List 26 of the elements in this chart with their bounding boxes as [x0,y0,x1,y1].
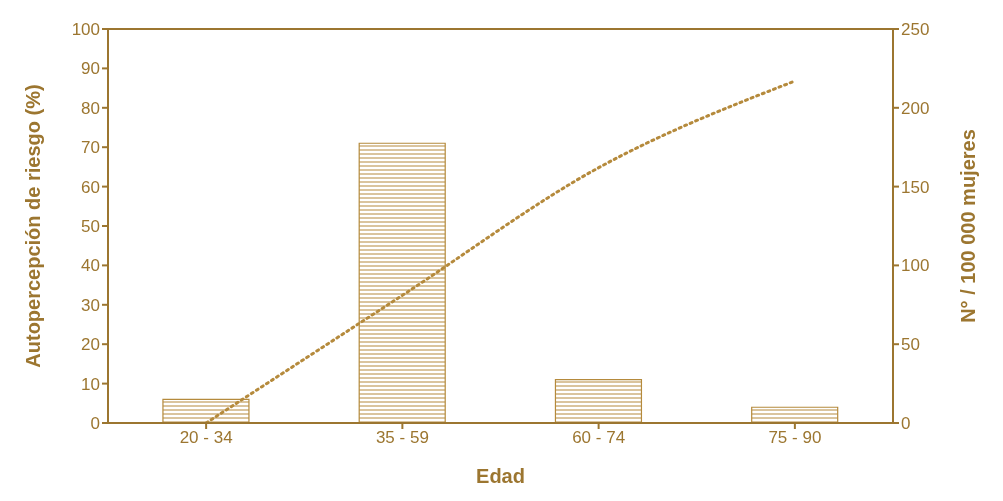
x-tick-label: 75 - 90 [768,428,822,448]
y-tick-label: 90 [81,59,100,79]
y2-tick-label: 200 [901,98,930,118]
x-tick-label: 60 - 74 [572,428,626,448]
y2-tick-label: 50 [901,335,920,355]
y-tick-label: 50 [81,217,100,237]
y-tick-label: 80 [81,98,100,118]
y-tick-label: 60 [81,177,100,197]
y2-tick-label: 0 [901,414,911,434]
y-axis-title: Autopercepción de riesgo (%) [22,84,45,368]
y-tick-label: 70 [81,138,100,158]
y2-tick-label: 250 [901,20,930,40]
y2-axis-title: N° / 100 000 mujeres [957,129,980,323]
y-tick-label: 20 [81,335,100,355]
y-tick-label: 10 [81,374,100,394]
x-axis-title: Edad [476,465,525,487]
bar [554,379,643,423]
bar [751,406,839,423]
y2-tick-label: 150 [901,177,930,197]
y-tick-label: 0 [90,414,100,434]
y2-tick-label: 100 [901,256,930,276]
y-tick-label: 40 [81,256,100,276]
y-tick-label: 100 [71,20,100,40]
x-tick-label: 35 - 59 [375,428,429,448]
x-tick-label: 20 - 34 [179,428,233,448]
y-tick-label: 30 [81,295,100,315]
